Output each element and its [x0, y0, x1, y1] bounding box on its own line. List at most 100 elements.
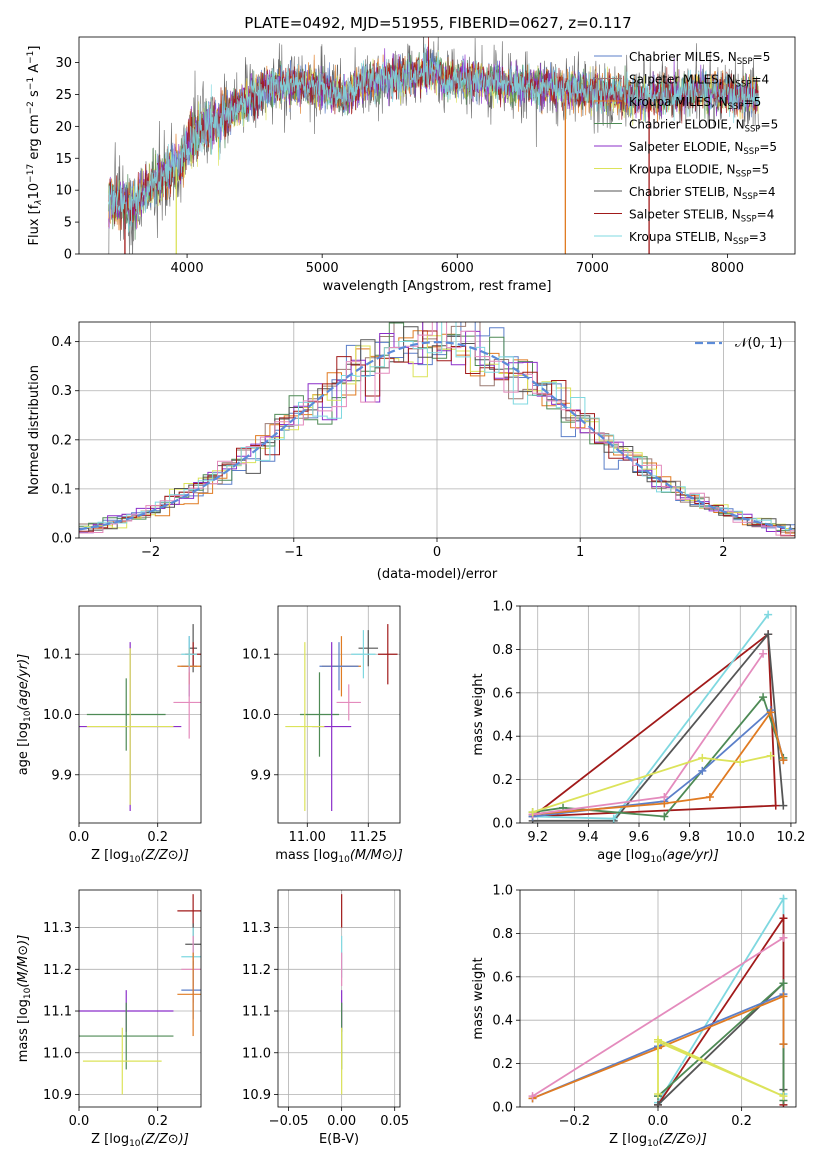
x-tick-label: 0.2	[147, 1114, 168, 1129]
residuals-panel: −2 −1 0 1 2 0.0 0.1 0.2 0.3 0.4 (data-model)/error…	[27, 321, 796, 582]
y-tick-label: 10.1	[43, 648, 72, 663]
plot-area	[79, 322, 795, 538]
weight-marker	[779, 1092, 788, 1101]
y-tick-label: 0.0	[492, 817, 513, 832]
y-tick-label: 25	[55, 88, 72, 103]
y-tick-label: 11.1	[242, 1005, 271, 1020]
y-tick-label: 0.4	[492, 1014, 513, 1029]
legend-entry: Kroupa MILES, NSSP=5	[629, 95, 761, 112]
x-axis-label: Z [log10(Z/Z⊙)]	[91, 1132, 189, 1149]
x-tick-label: −0.2	[559, 1114, 591, 1129]
y-axis-label: age [log10(age/yr)]	[16, 654, 33, 776]
spectrum-panel: 4000 5000 6000 7000 8000 0 5 10 15 20 25 30 waveleng…	[26, 36, 796, 294]
x-tick-label: 9.2	[527, 830, 548, 845]
y-tick-label: 0.2	[51, 433, 72, 448]
x-tick-label: 1	[576, 545, 584, 560]
axes-frame	[78, 321, 796, 539]
weight-marker	[660, 812, 669, 821]
y-tick-label: 0.2	[492, 1057, 513, 1072]
weight-marker	[766, 751, 775, 760]
x-tick-label: 4000	[171, 261, 204, 276]
y-tick-label: 10	[55, 184, 72, 199]
weight-marker	[528, 808, 537, 817]
y-tick-label: 0.0	[51, 532, 72, 547]
y-tick-label: 11.2	[242, 963, 271, 978]
weight-marker	[779, 933, 788, 942]
axes-frame	[519, 889, 797, 1108]
y-tick-label: 0.2	[492, 773, 513, 788]
x-tick-label: 7000	[576, 261, 609, 276]
y-tick-label: 0.6	[492, 970, 513, 985]
y-tick-label: 15	[55, 152, 72, 167]
y-tick-label: 11.2	[43, 963, 72, 978]
x-tick-label: 0.2	[147, 830, 168, 845]
y-axis-label: Normed distribution	[27, 365, 42, 495]
legend-entry: Chabrier STELIB, NSSP=4	[629, 185, 776, 202]
weight-marker	[779, 801, 788, 810]
y-tick-label: 0.4	[492, 730, 513, 745]
y-tick-label: 0.8	[492, 927, 513, 942]
figure-title: PLATE=0492, MJD=51955, FIBERID=0627, z=0…	[244, 14, 631, 32]
plot-area	[520, 890, 796, 1107]
weight-marker	[698, 766, 707, 775]
weight-marker	[779, 992, 788, 1001]
weight-marker	[609, 814, 618, 823]
weight-marker	[779, 914, 788, 923]
legend-entry: Salpeter MILES, NSSP=4	[629, 73, 769, 90]
y-tick-label: 11.0	[43, 1046, 72, 1061]
plot-area	[108, 37, 759, 254]
weight-marker	[698, 753, 707, 762]
legend-entry: Salpeter ELODIE, NSSP=5	[629, 140, 777, 157]
y-tick-label: 11.1	[43, 1005, 72, 1020]
x-tick-label: 0.05	[380, 1114, 409, 1129]
weight-line	[532, 754, 771, 813]
x-tick-label: −0.05	[269, 1114, 309, 1129]
ebv-mass-panel: −0.05 0.00 0.05 10.9 11.0 11.1 11.2 11.3 E(B-V)	[242, 889, 409, 1147]
legend-entry: Kroupa ELODIE, NSSP=5	[629, 163, 769, 180]
weight-line	[532, 936, 784, 1097]
y-tick-label: 9.9	[250, 768, 271, 783]
y-tick-label: 20	[55, 120, 72, 135]
legend-entry: Chabrier MILES, NSSP=5	[629, 50, 770, 67]
x-axis-label: (data-model)/error	[377, 567, 498, 582]
mass-age-panel: 11.00 11.25 9.9 10.0 10.1 mass [log10(M/M⊙)]	[242, 605, 403, 865]
plot-area	[79, 606, 201, 823]
x-tick-label: 0.00	[327, 1114, 356, 1129]
y-tick-label: 0.0	[492, 1101, 513, 1116]
y-tick-label: 0.4	[51, 335, 72, 350]
legend-entry: Chabrier ELODIE, NSSP=5	[629, 118, 778, 135]
y-tick-label: 0.8	[492, 643, 513, 658]
x-tick-label: 9.6	[629, 830, 650, 845]
spectrum-legend: Chabrier MILES, NSSP=5 Salpeter MILES, NS…	[594, 50, 778, 247]
axes-frame	[78, 605, 202, 824]
x-tick-label: 5000	[306, 261, 339, 276]
y-tick-label: 0.3	[51, 384, 72, 399]
y-axis-label: mass weight	[471, 673, 486, 755]
x-tick-label: 2	[719, 545, 727, 560]
weight-line	[532, 710, 785, 816]
x-axis-label: E(B-V)	[319, 1132, 359, 1147]
axes-frame	[78, 889, 202, 1108]
weight-marker	[764, 610, 773, 619]
x-tick-label: 11.00	[289, 830, 326, 845]
plot-area	[79, 890, 201, 1107]
y-tick-label: 1.0	[492, 600, 513, 615]
weight-line	[532, 631, 785, 822]
x-axis-label: wavelength [Angstrom, rest frame]	[323, 279, 552, 294]
y-tick-label: 11.3	[242, 921, 271, 936]
y-axis-label: Flux [fλ10−17 erg cm−2 s−1 A−1]	[26, 46, 44, 246]
y-tick-label: 0	[64, 248, 72, 263]
y-tick-label: 1.0	[492, 884, 513, 899]
weight-marker	[759, 649, 768, 658]
weight-line	[657, 915, 785, 1106]
histogram-step	[79, 326, 795, 531]
axes-frame	[277, 889, 401, 1108]
y-tick-label: 10.9	[242, 1088, 271, 1103]
weight-marker	[654, 1035, 662, 1044]
histogram-step	[79, 322, 795, 533]
weight-marker	[660, 792, 669, 801]
weight-marker	[779, 756, 788, 765]
x-axis-label: Z [log10(Z/Z⊙)]	[91, 848, 189, 865]
x-axis-label: Z [log10(Z/Z⊙)]	[609, 1132, 707, 1149]
y-tick-label: 0.6	[492, 686, 513, 701]
